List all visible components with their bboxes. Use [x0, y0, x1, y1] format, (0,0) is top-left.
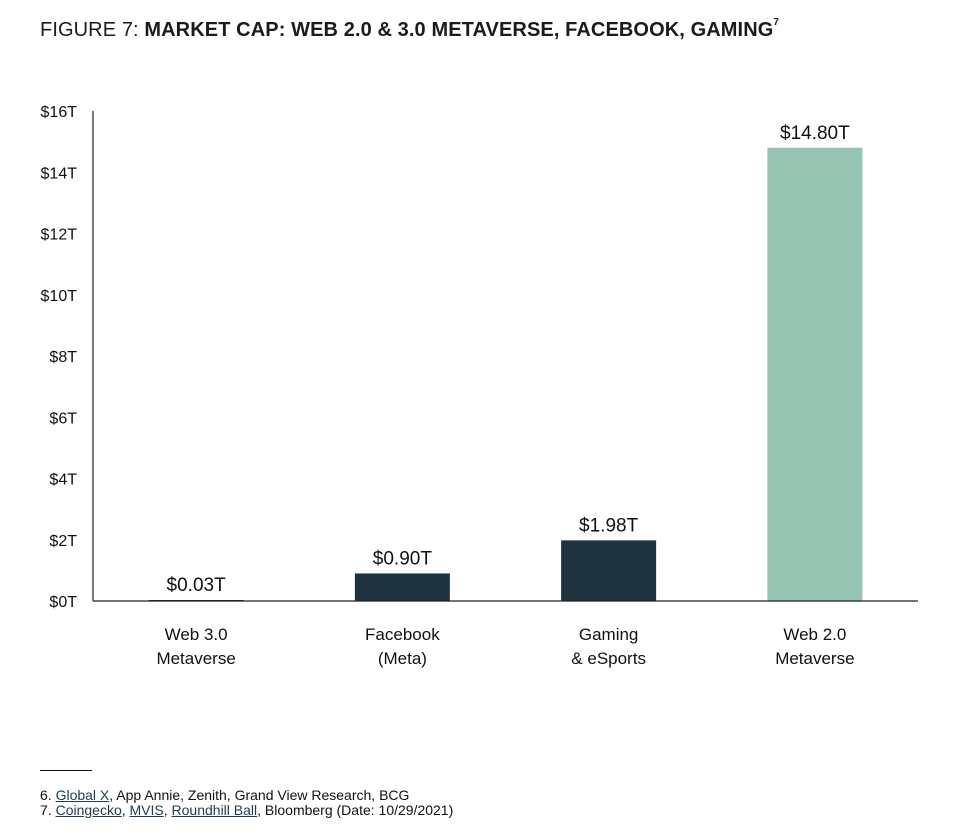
- x-category-label: Metaverse: [156, 649, 235, 668]
- x-category-label: Metaverse: [775, 649, 854, 668]
- y-tick-label: $14T: [41, 165, 78, 182]
- footnotes: 6. Global X, App Annie, Zenith, Grand Vi…: [40, 770, 453, 818]
- footnote-6-text: , App Annie, Zenith, Grand View Research…: [109, 787, 410, 803]
- bar: [354, 573, 450, 601]
- bar-value-label: $0.03T: [167, 575, 227, 596]
- bars: [148, 147, 863, 601]
- x-category-label: Facebook: [365, 625, 440, 644]
- bar-value-label: $14.80T: [780, 123, 850, 144]
- bar-value-label: $0.90T: [373, 548, 433, 569]
- y-tick-label: $4T: [49, 472, 77, 489]
- footnote-7-number: 7.: [40, 802, 52, 818]
- x-category-label: Web 2.0: [783, 625, 846, 644]
- source-link-mvis[interactable]: MVIS: [129, 802, 164, 818]
- y-tick-label: $10T: [41, 288, 78, 305]
- y-axis-ticks: $0T $2T $4T $6T $8T $10T $12T $14T $16T: [41, 104, 78, 611]
- footnote-7: 7. Coingecko, MVIS, Roundhill Ball, Bloo…: [40, 803, 453, 818]
- y-tick-label: $0T: [49, 594, 77, 611]
- footnote-7-separator: ,: [121, 802, 130, 818]
- footnote-6-number: 6.: [40, 787, 52, 803]
- bar-value-label: $1.98T: [579, 515, 639, 536]
- y-tick-label: $6T: [49, 410, 77, 427]
- footnote-divider: [40, 770, 92, 771]
- y-tick-label: $8T: [49, 349, 77, 366]
- source-link-coingecko[interactable]: Coingecko: [55, 802, 122, 818]
- value-labels: $0.03T $0.90T $1.98T $14.80T: [167, 123, 851, 596]
- figure-number: FIGURE 7:: [40, 19, 145, 41]
- y-tick-label: $16T: [41, 104, 78, 121]
- bar: [561, 540, 657, 601]
- source-link-roundhill-ball[interactable]: Roundhill Ball: [171, 802, 258, 818]
- x-category-label: & eSports: [571, 649, 646, 668]
- footnote-7-text: , Bloomberg (Date: 10/29/2021): [257, 802, 454, 818]
- x-category-label: Gaming: [579, 625, 639, 644]
- chart-title: MARKET CAP: WEB 2.0 & 3.0 METAVERSE, FAC…: [144, 19, 774, 41]
- x-category-label: Web 3.0: [165, 625, 228, 644]
- figure-title: FIGURE 7: MARKET CAP: WEB 2.0 & 3.0 META…: [40, 17, 780, 42]
- x-category-label: (Meta): [378, 649, 427, 668]
- bar-chart: $0T$2T$4T$6T$8T$10T$12T$14T$16T $0.03T$0…: [41, 104, 918, 668]
- y-tick-label: $2T: [49, 533, 77, 550]
- x-axis-categories: Web 3.0 Metaverse Facebook (Meta) Gaming & eS…: [156, 625, 854, 668]
- footnote-6: 6. Global X, App Annie, Zenith, Grand Vi…: [40, 788, 453, 803]
- title-footnote-ref: 7: [773, 17, 780, 29]
- footnote-7-separator: ,: [163, 802, 172, 818]
- source-link-global-x[interactable]: Global X: [55, 787, 110, 803]
- bar: [767, 147, 863, 601]
- y-tick-label: $12T: [41, 227, 78, 244]
